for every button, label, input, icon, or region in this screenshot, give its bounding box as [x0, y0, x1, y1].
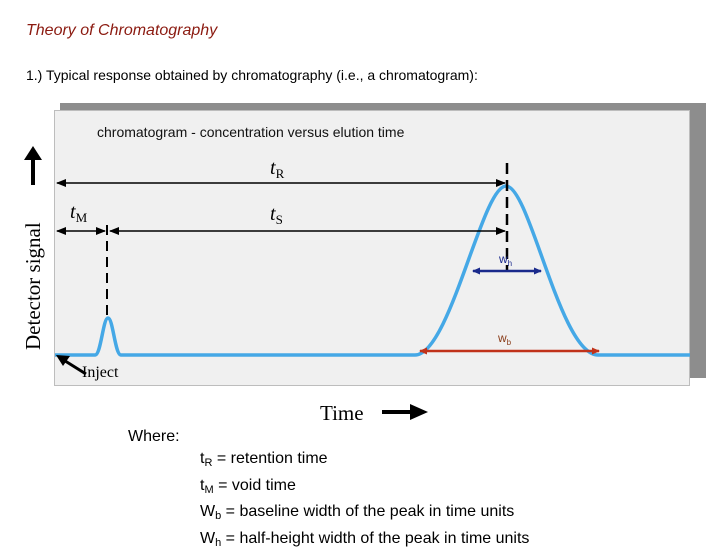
y-axis-label: Detector signal — [21, 222, 45, 350]
definition-retention-time: tR = retention time — [200, 448, 529, 475]
retention-time-arrow: tR — [57, 157, 505, 183]
half-height-width-label: wh — [498, 252, 512, 268]
inject-marker: Inject — [56, 355, 119, 381]
retention-time-label: tR — [270, 157, 285, 181]
definitions-list: tR = retention time tM = void time Wb = … — [200, 448, 529, 554]
x-axis: Time — [320, 401, 428, 425]
definition-half-height-width: Wh = half-height width of the peak in ti… — [200, 528, 529, 554]
void-time-label: tM — [70, 201, 88, 225]
adjusted-retention-time-label: tS — [270, 203, 283, 227]
y-axis: Detector signal — [21, 146, 45, 350]
definition-void-time: tM = void time — [200, 475, 529, 502]
adjusted-retention-time-arrow: tS — [110, 203, 505, 231]
x-axis-label: Time — [320, 401, 364, 425]
chromatogram-trace — [55, 186, 690, 355]
where-label: Where: — [128, 428, 180, 446]
void-time-arrow: tM — [57, 201, 105, 231]
inject-label: Inject — [82, 364, 119, 381]
baseline-width-label: wb — [497, 331, 512, 347]
definition-baseline-width: Wb = baseline width of the peak in time … — [200, 501, 529, 528]
